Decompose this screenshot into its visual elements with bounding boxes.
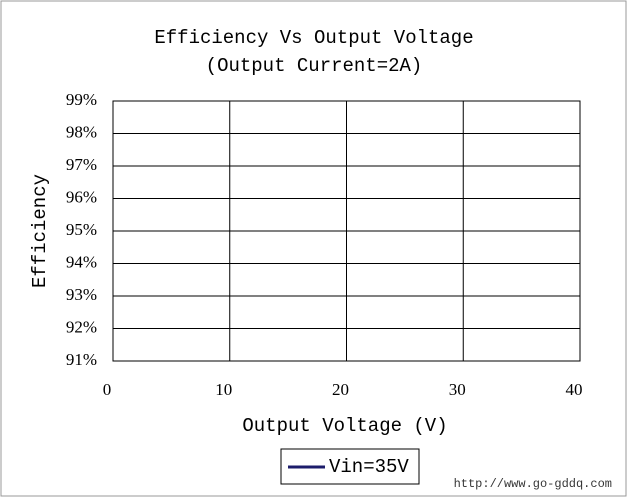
chart-title: Efficiency Vs Output Voltage [154,27,473,49]
y-tick-label: 97% [66,155,97,174]
y-tick-label: 95% [66,220,97,239]
y-axis-label: Efficiency [29,174,51,288]
x-tick-label: 10 [215,380,232,399]
legend-label: Vin=35V [329,456,409,478]
x-tick-label: 20 [332,380,349,399]
y-tick-label: 94% [66,252,97,271]
x-tick-label: 0 [103,380,112,399]
x-axis-label: Output Voltage (V) [242,415,447,437]
x-tick-label: 30 [449,380,466,399]
y-tick-label: 96% [66,187,97,206]
chart-subtitle: (Output Current=2A) [206,55,423,77]
y-tick-label: 98% [66,122,97,141]
watermark: http://www.go-gddq.com [454,477,612,491]
y-tick-label: 92% [66,317,97,336]
y-tick-label: 93% [66,285,97,304]
y-tick-label: 91% [66,350,97,369]
x-tick-label: 40 [566,380,583,399]
y-tick-label: 99% [66,90,97,109]
